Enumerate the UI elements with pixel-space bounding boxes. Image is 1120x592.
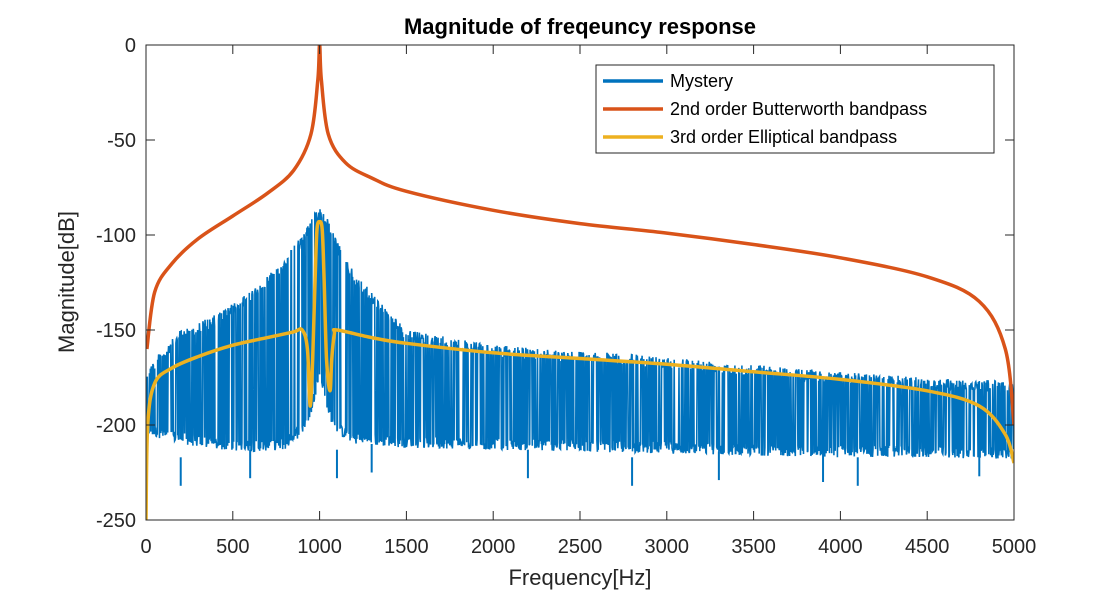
x-tick-label: 4500 <box>905 536 950 558</box>
x-tick-label: 3000 <box>645 536 690 558</box>
x-tick-label: 4000 <box>818 536 863 558</box>
x-tick-label: 2500 <box>558 536 603 558</box>
x-axis-label: Frequency[Hz] <box>508 565 651 590</box>
x-tick-label: 5000 <box>992 536 1037 558</box>
x-tick-label: 500 <box>216 536 249 558</box>
x-tick-label: 1500 <box>384 536 429 558</box>
x-axis-ticks: 0 500 1000 1500 2000 2500 3000 3500 4000 4500 5000 <box>140 45 1036 558</box>
series-line-butterworth <box>146 45 1014 426</box>
legend-label: 3rd order Elliptical bandpass <box>670 127 897 147</box>
y-tick-label: -250 <box>96 510 136 532</box>
series-line-elliptical <box>146 219 1014 520</box>
legend-label: Mystery <box>670 71 733 91</box>
y-axis-label: Magnitude[dB] <box>54 211 79 353</box>
y-tick-label: -50 <box>107 130 136 152</box>
x-tick-label: 0 <box>140 536 151 558</box>
y-tick-label: -100 <box>96 225 136 247</box>
x-tick-label: 2000 <box>471 536 516 558</box>
legend-label: 2nd order Butterworth bandpass <box>670 99 927 119</box>
y-tick-label: -200 <box>96 415 136 437</box>
series-line-mystery <box>146 209 1014 459</box>
legend: Mystery 2nd order Butterworth bandpass 3rd… <box>595 64 995 154</box>
y-axis-ticks: 0 -50 -100 -150 -200 -250 <box>96 35 1014 532</box>
x-tick-label: 3500 <box>731 536 776 558</box>
y-tick-label: 0 <box>125 35 136 57</box>
x-tick-label: 1000 <box>297 536 342 558</box>
series-layer <box>146 45 1014 520</box>
chart-title: Magnitude of freqeuncy response <box>404 14 756 39</box>
y-tick-label: -150 <box>96 320 136 342</box>
